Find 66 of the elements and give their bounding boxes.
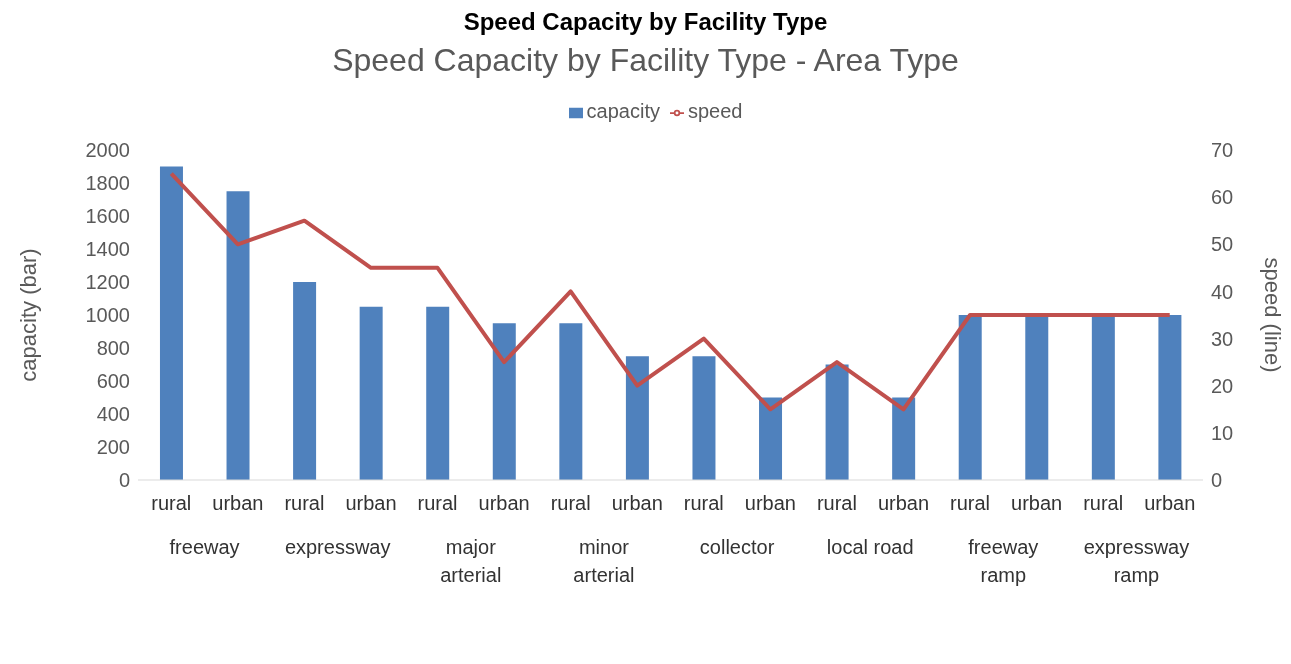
x-tick-label: rural xyxy=(816,492,857,514)
text: local road xyxy=(826,536,914,558)
text: expressway ramp xyxy=(1083,536,1190,586)
chart-subtitle: Speed Capacity by Facility Type xyxy=(462,8,829,37)
y2-tick-label: 0 xyxy=(1211,469,1223,492)
text: expressway xyxy=(284,536,391,558)
chart-title: Speed Capacity by Facility Type - Area Type xyxy=(331,41,960,80)
bar xyxy=(1158,315,1182,480)
text: major arterial xyxy=(440,536,502,586)
y-tick-label: 600 xyxy=(96,370,130,393)
y-tick-label: 1200 xyxy=(85,271,130,294)
bar xyxy=(426,306,450,480)
y-tick-label: 1400 xyxy=(85,238,130,261)
bar xyxy=(825,364,849,480)
x-tick-label: rural xyxy=(550,492,591,514)
x-tick-label: rural xyxy=(417,492,458,514)
bar xyxy=(293,282,317,480)
bar xyxy=(159,166,183,480)
bar xyxy=(492,323,516,480)
y2-axis-title: speed (line) xyxy=(1260,257,1286,373)
x-tick-label: rural xyxy=(683,492,724,514)
x-tick-label: urban xyxy=(1144,492,1196,514)
y2-tick-label: 70 xyxy=(1211,139,1234,162)
y-tick-label: 0 xyxy=(118,469,130,492)
bar xyxy=(1025,315,1049,480)
legend-label: speed xyxy=(687,100,743,122)
bar xyxy=(559,323,583,480)
y2-tick-label: 50 xyxy=(1211,233,1234,256)
text: minor arterial xyxy=(573,536,635,586)
text: freeway ramp xyxy=(968,536,1039,586)
y2-tick-label: 20 xyxy=(1211,374,1234,397)
y-tick-label: 2000 xyxy=(85,139,130,162)
y-tick-label: 400 xyxy=(96,403,130,426)
bar xyxy=(226,191,250,480)
x-tick-label: rural xyxy=(950,492,991,514)
bar xyxy=(625,356,649,480)
x-tick-label: urban xyxy=(877,492,930,514)
y-tick-label: 1800 xyxy=(85,172,130,195)
y-axis-title: capacity (bar) xyxy=(15,248,41,382)
y-tick-label: 200 xyxy=(96,436,130,459)
bar xyxy=(692,356,716,480)
bar xyxy=(359,306,383,480)
y2-tick-label: 30 xyxy=(1211,327,1234,350)
line-series xyxy=(169,171,1172,412)
bar xyxy=(1091,315,1115,480)
x-tick-label: rural xyxy=(151,492,192,514)
x-tick-label: urban xyxy=(478,492,530,514)
bar xyxy=(759,397,783,480)
text: freeway xyxy=(169,536,240,558)
y-tick-label: 800 xyxy=(96,337,130,360)
x-tick-label: rural xyxy=(1083,492,1124,514)
y2-tick-label: 10 xyxy=(1211,421,1234,444)
x-tick-label: urban xyxy=(744,492,796,514)
y-tick-label: 1000 xyxy=(85,304,130,327)
bar xyxy=(892,397,916,480)
y2-tick-label: 40 xyxy=(1211,280,1234,303)
x-tick-label: rural xyxy=(284,492,325,514)
y-tick-label: 1600 xyxy=(85,205,130,228)
x-tick-label: urban xyxy=(212,492,264,514)
x-tick-label: urban xyxy=(611,492,663,514)
legend-label: capacity xyxy=(586,100,660,122)
bar xyxy=(958,315,982,480)
text: collector xyxy=(699,536,775,558)
y2-tick-label: 60 xyxy=(1211,186,1234,209)
x-tick-label: urban xyxy=(345,492,397,514)
x-tick-label: urban xyxy=(1011,492,1063,514)
